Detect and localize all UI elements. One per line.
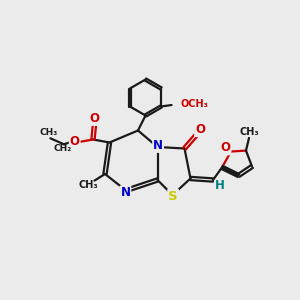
Text: O: O [89,112,100,125]
Text: S: S [168,190,178,203]
Text: CH₂: CH₂ [53,144,71,153]
Text: CH₃: CH₃ [239,127,259,137]
Text: O: O [220,141,231,154]
Text: OCH₃: OCH₃ [181,99,208,110]
Text: N: N [120,186,130,200]
Text: N: N [153,139,163,152]
Text: CH₃: CH₃ [40,128,58,137]
Text: H: H [215,179,224,192]
Text: O: O [70,135,80,148]
Text: O: O [195,123,205,136]
Text: CH₃: CH₃ [78,180,98,190]
